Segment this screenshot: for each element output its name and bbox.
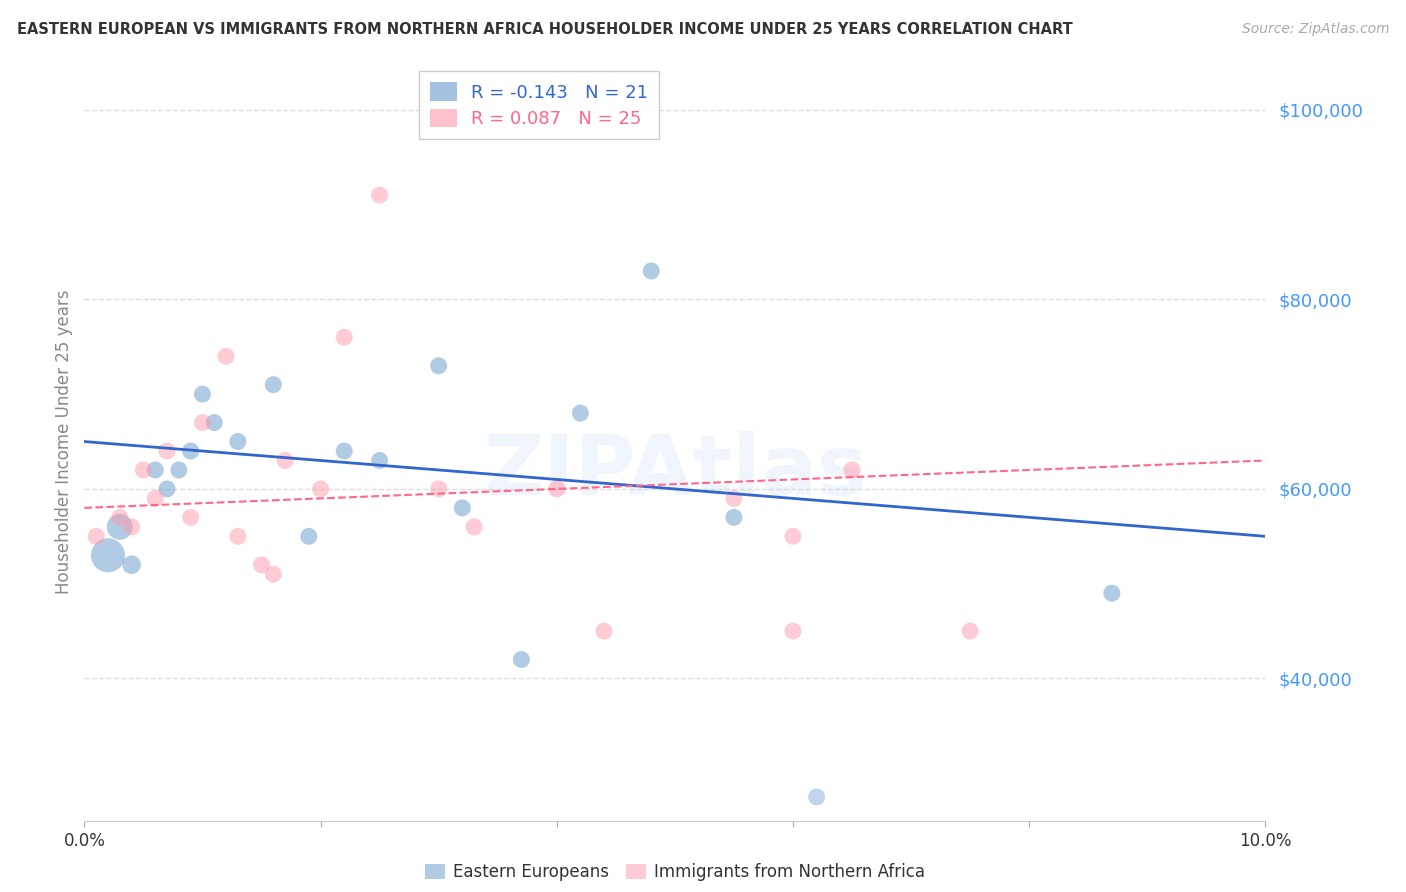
Point xyxy=(215,349,238,363)
Point xyxy=(84,529,107,543)
Point xyxy=(132,463,155,477)
Point xyxy=(143,491,166,506)
Point xyxy=(723,491,745,506)
Point xyxy=(108,520,131,534)
Point xyxy=(226,434,249,449)
Point xyxy=(202,416,225,430)
Point xyxy=(510,652,533,666)
Point xyxy=(1101,586,1123,600)
Point xyxy=(806,789,828,804)
Point xyxy=(569,406,592,420)
Point xyxy=(262,377,284,392)
Point xyxy=(250,558,273,572)
Point xyxy=(143,463,166,477)
Point xyxy=(97,548,120,563)
Point xyxy=(451,500,474,515)
Point xyxy=(463,520,485,534)
Text: Source: ZipAtlas.com: Source: ZipAtlas.com xyxy=(1241,22,1389,37)
Point xyxy=(226,529,249,543)
Point xyxy=(191,387,214,401)
Point xyxy=(427,359,450,373)
Point xyxy=(640,264,662,278)
Point xyxy=(262,567,284,582)
Point xyxy=(782,529,804,543)
Point xyxy=(274,453,297,467)
Point xyxy=(191,416,214,430)
Legend: R = -0.143   N = 21, R = 0.087   N = 25: R = -0.143 N = 21, R = 0.087 N = 25 xyxy=(419,71,659,139)
Point xyxy=(959,624,981,639)
Text: EASTERN EUROPEAN VS IMMIGRANTS FROM NORTHERN AFRICA HOUSEHOLDER INCOME UNDER 25 : EASTERN EUROPEAN VS IMMIGRANTS FROM NORT… xyxy=(17,22,1073,37)
Point xyxy=(427,482,450,496)
Point xyxy=(841,463,863,477)
Point xyxy=(782,624,804,639)
Point xyxy=(333,330,356,344)
Point xyxy=(121,520,143,534)
Point xyxy=(368,188,391,202)
Point xyxy=(156,444,179,458)
Point xyxy=(167,463,190,477)
Point xyxy=(156,482,179,496)
Text: ZIPAtlas: ZIPAtlas xyxy=(482,432,868,512)
Point xyxy=(309,482,332,496)
Point xyxy=(298,529,321,543)
Point xyxy=(180,444,202,458)
Point xyxy=(546,482,568,496)
Point xyxy=(121,558,143,572)
Point xyxy=(368,453,391,467)
Point xyxy=(333,444,356,458)
Point xyxy=(723,510,745,524)
Point xyxy=(180,510,202,524)
Point xyxy=(593,624,616,639)
Point xyxy=(108,510,131,524)
Y-axis label: Householder Income Under 25 years: Householder Income Under 25 years xyxy=(55,289,73,594)
